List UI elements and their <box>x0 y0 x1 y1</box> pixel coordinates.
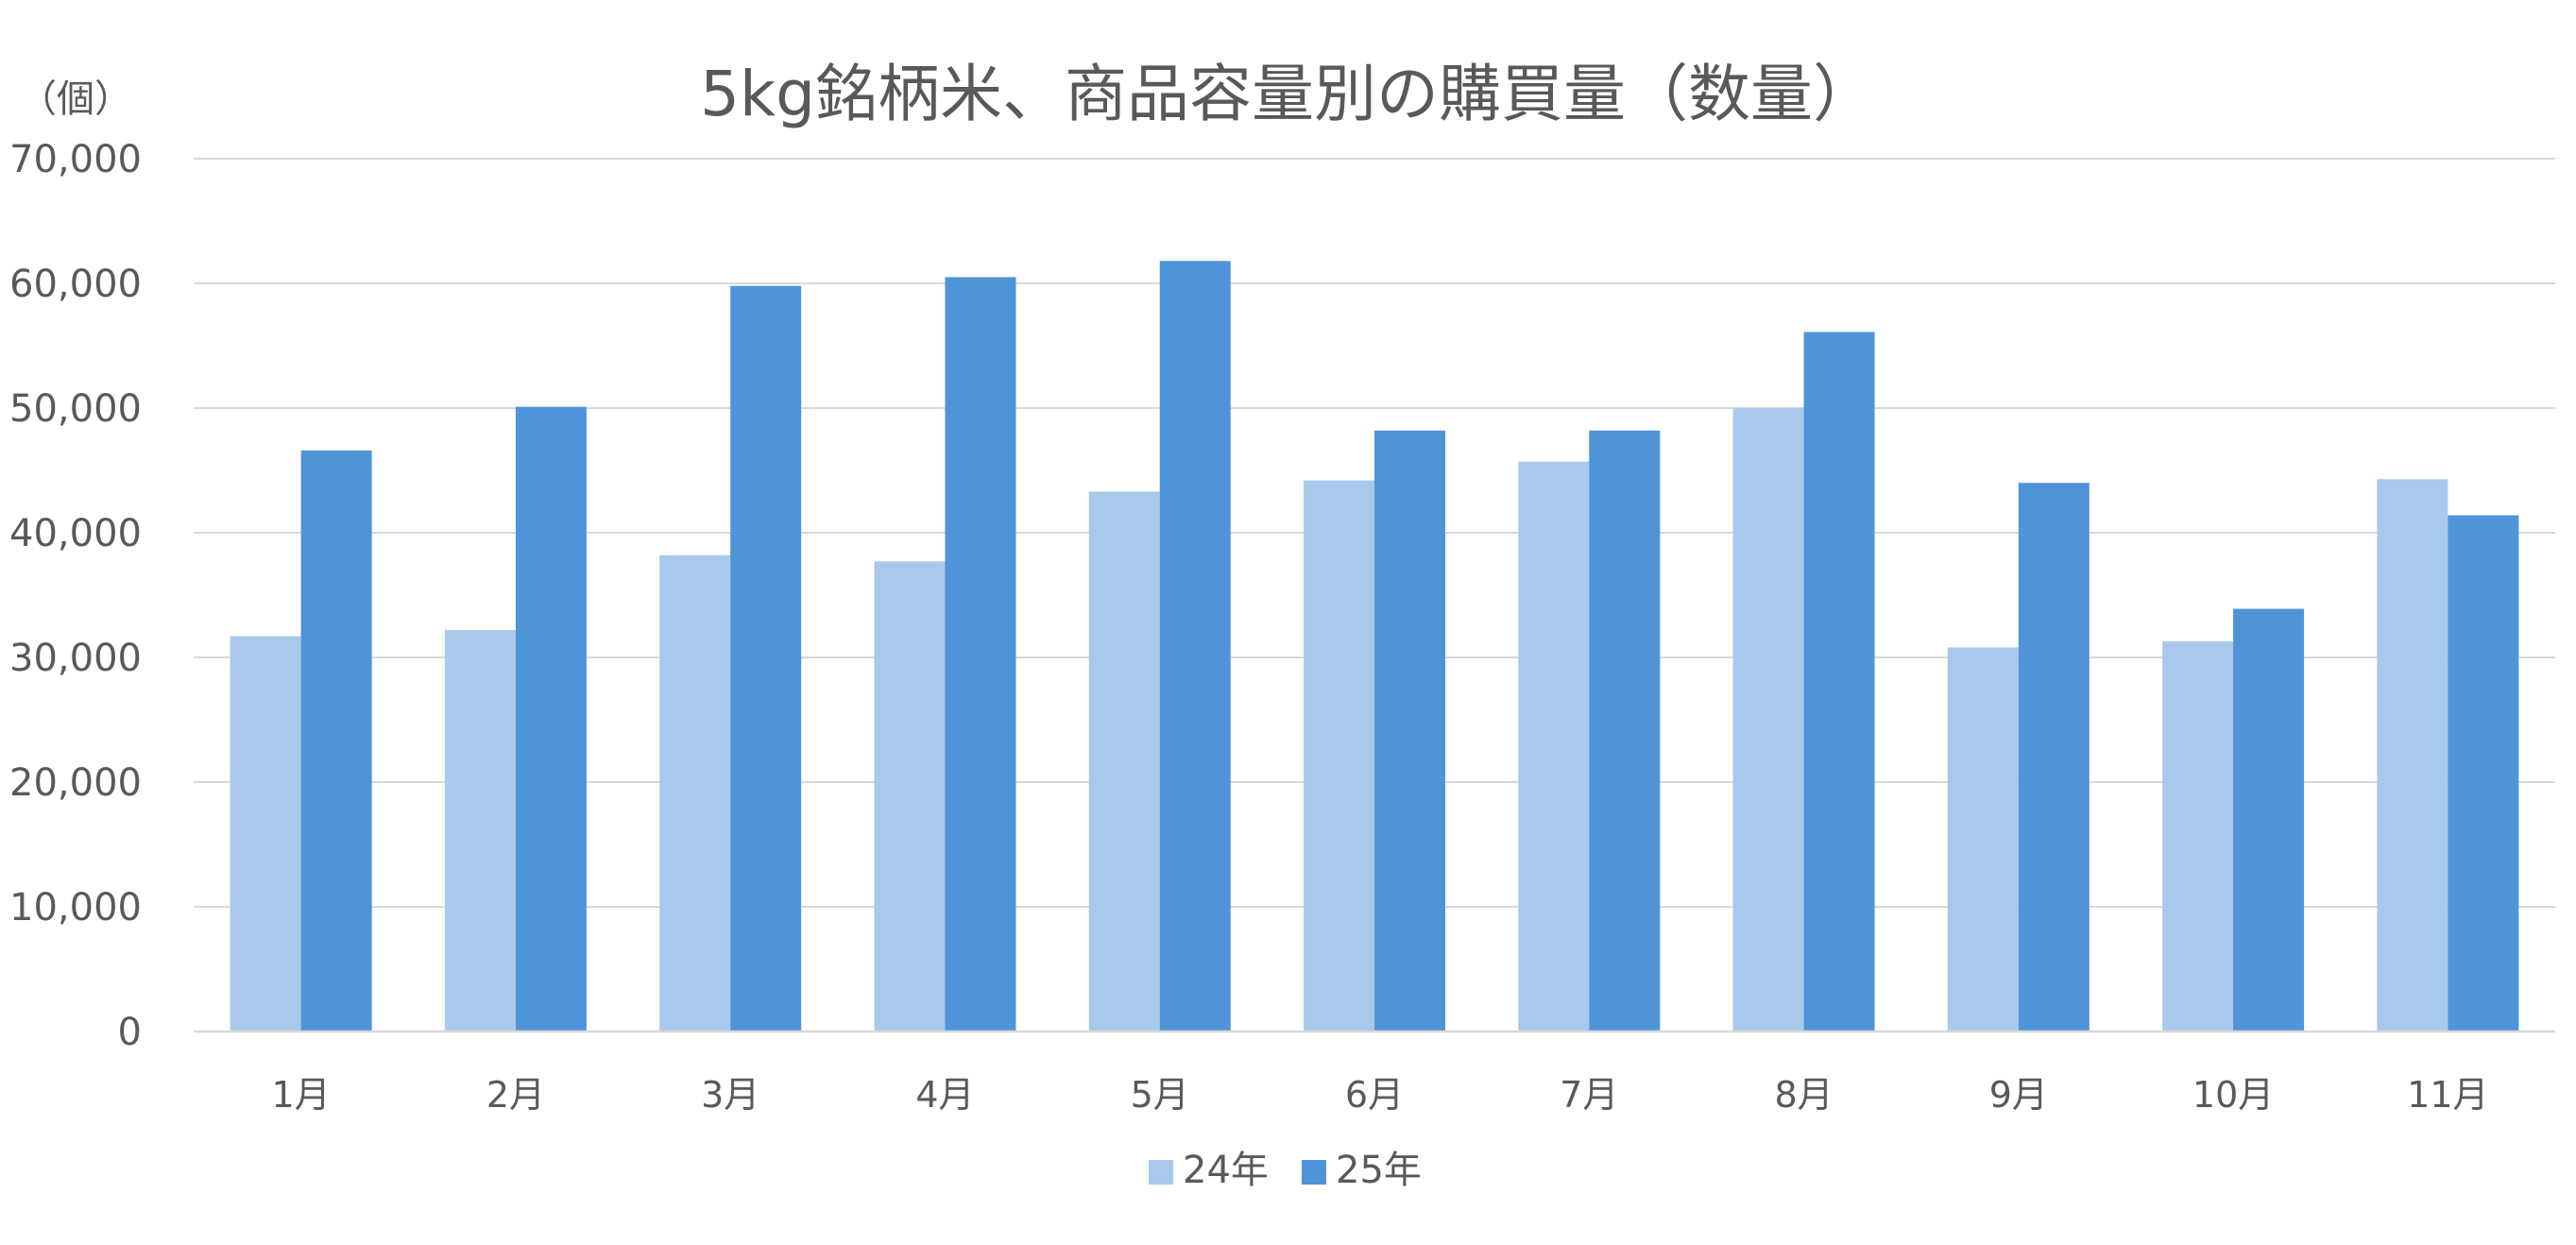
bar-series-1 <box>1732 408 1804 1032</box>
bar-series-1 <box>874 561 946 1032</box>
bar-series-2 <box>1589 430 1661 1032</box>
x-axis-ticks: 1月 2月 3月 4月 5月 6月 7月 8月 9月 10月 11月 <box>272 1074 2489 1116</box>
y-tick-label: 20,000 <box>9 761 142 805</box>
y-axis-ticks: 0 10,000 20,000 30,000 40,000 50,000 60,000 70,… <box>9 138 142 1054</box>
x-tick-label: 6月 <box>1345 1074 1404 1116</box>
bar-series-2 <box>2233 608 2305 1032</box>
bar-series-2 <box>2018 483 2090 1032</box>
bar-series-1 <box>659 554 731 1032</box>
bar-series-1 <box>2162 640 2234 1032</box>
bar-series-2 <box>1374 430 1445 1032</box>
bar-series-2 <box>2448 515 2519 1032</box>
y-axis-unit-label: （個） <box>19 77 132 121</box>
x-tick-label: 4月 <box>915 1074 974 1116</box>
bar-series-1 <box>2377 479 2448 1032</box>
x-tick-label: 3月 <box>701 1074 759 1116</box>
x-tick-label: 10月 <box>2192 1074 2274 1116</box>
bar-series-2 <box>300 450 372 1032</box>
bar-series-1 <box>1304 480 1374 1032</box>
legend: 24年 25年 <box>1149 1149 1422 1192</box>
bar-series-1 <box>1518 461 1590 1032</box>
x-tick-label: 11月 <box>2407 1074 2488 1116</box>
y-tick-label: 30,000 <box>9 637 142 680</box>
x-tick-label: 1月 <box>272 1074 331 1116</box>
bar-series-2 <box>730 285 802 1032</box>
y-tick-label: 40,000 <box>9 512 142 555</box>
y-tick-label: 60,000 <box>9 263 142 306</box>
legend-label: 24年 <box>1183 1149 1269 1192</box>
bar-series-1 <box>230 636 301 1032</box>
chart-title: 5kg銘柄米、商品容量別の購買量（数量） <box>700 58 1875 130</box>
x-tick-label: 9月 <box>1989 1074 2048 1116</box>
x-tick-label: 5月 <box>1131 1074 1189 1116</box>
y-tick-label: 50,000 <box>9 387 142 431</box>
bar-series-1 <box>1947 647 2019 1032</box>
bars <box>230 261 2519 1032</box>
bar-series-1 <box>444 629 516 1032</box>
x-tick-label: 8月 <box>1774 1074 1833 1116</box>
legend-swatch <box>1149 1160 1173 1185</box>
x-tick-label: 7月 <box>1560 1074 1618 1116</box>
x-tick-label: 2月 <box>486 1074 545 1116</box>
legend-swatch <box>1302 1160 1326 1185</box>
y-tick-label: 0 <box>118 1011 142 1054</box>
y-tick-label: 70,000 <box>9 138 142 181</box>
y-tick-label: 10,000 <box>9 886 142 929</box>
bar-series-2 <box>945 277 1016 1032</box>
bar-series-2 <box>1803 332 1875 1032</box>
bar-series-1 <box>1088 491 1160 1032</box>
bar-series-2 <box>515 406 587 1032</box>
legend-label: 25年 <box>1336 1149 1422 1192</box>
bar-series-2 <box>1159 261 1231 1032</box>
